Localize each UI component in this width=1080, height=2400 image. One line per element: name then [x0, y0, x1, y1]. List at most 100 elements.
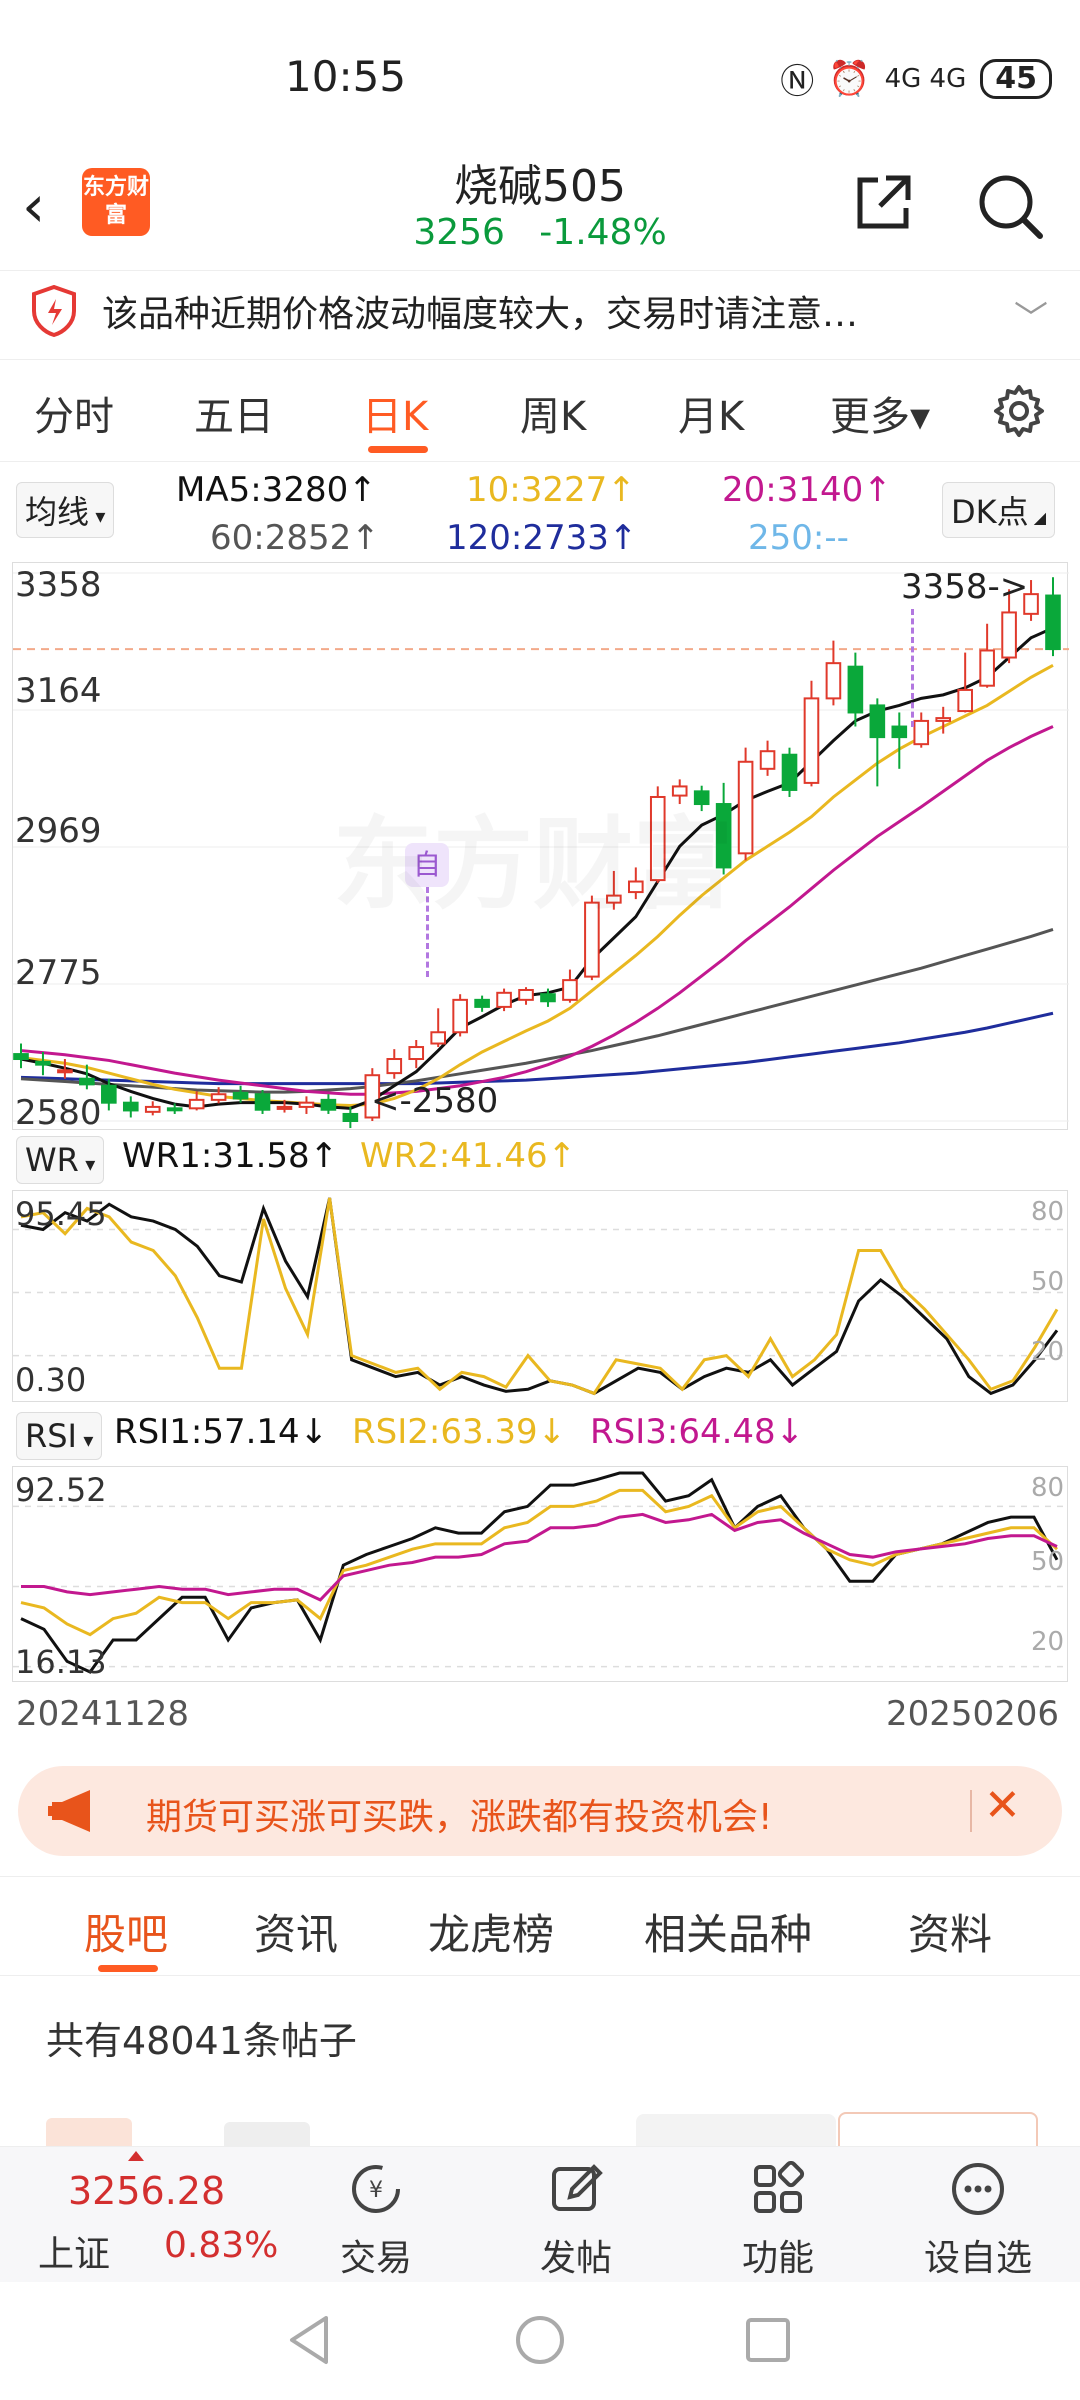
dk-point-button[interactable]: DK点 ◢ — [942, 482, 1056, 538]
index-ticker[interactable]: 3256.28 上证 0.83% — [0, 2147, 300, 2283]
alarm-icon: ⏰ — [828, 58, 871, 99]
kline-chart[interactable]: 3358 3164 2969 2775 2580 3358-> <-2580 自… — [12, 562, 1069, 1133]
trade-label: 交易 — [339, 2238, 412, 2279]
chevron-down-icon[interactable]: ﹀ — [1014, 299, 1048, 339]
candle-body — [803, 697, 820, 784]
tab-monthly-k[interactable]: 月K — [678, 394, 745, 440]
share-icon[interactable] — [850, 170, 916, 236]
ma20-label: 20:3140↑ — [722, 470, 892, 510]
ma-selector[interactable]: 均线 ▾ — [16, 482, 115, 538]
tab-more[interactable]: 更多▾ — [830, 394, 931, 440]
tab-news[interactable]: 资讯 — [254, 1910, 339, 1959]
promo-divider — [970, 1790, 972, 1832]
trade-button[interactable]: ¥ 交易 — [306, 2147, 446, 2281]
candle-body — [342, 1112, 359, 1123]
nav-home-icon[interactable] — [514, 2314, 566, 2366]
battery-icon: 45 — [980, 58, 1052, 99]
search-icon[interactable] — [974, 170, 1046, 242]
tab-related[interactable]: 相关品种 — [644, 1910, 813, 1959]
candle-body — [649, 795, 666, 882]
ma60-line — [20, 927, 1054, 1094]
promo-banner[interactable]: 期货可买涨可买跌，涨跌都有投资机会! ✕ — [18, 1766, 1062, 1856]
post-button[interactable]: 发帖 — [506, 2147, 646, 2281]
candle-body — [913, 719, 930, 746]
functions-label: 功能 — [741, 2238, 814, 2279]
content-tabs: 股吧 资讯 龙虎榜 相关品种 资料 — [0, 1876, 1080, 1976]
status-icons: Ⓝ ⏰ 4G 4G 45 — [780, 54, 1052, 103]
rsi-axis-label: 16.13 — [15, 1643, 107, 1681]
wr-grid-label: 50 — [1031, 1267, 1065, 1297]
price-change: -1.48% — [539, 212, 667, 253]
ma20-line — [20, 725, 1054, 1096]
candle-body — [759, 750, 776, 770]
candle-body — [825, 662, 842, 700]
functions-button[interactable]: 功能 — [708, 2147, 848, 2281]
tab-dragon-tiger[interactable]: 龙虎榜 — [428, 1910, 555, 1959]
nav-recents-icon[interactable] — [744, 2316, 792, 2364]
active-subtab-indicator — [98, 1965, 158, 1972]
event-marker[interactable]: 自 — [405, 843, 449, 887]
bottom-bar: 3256.28 上证 0.83% ¥ 交易 发帖 功能 设自选 — [0, 2146, 1080, 2282]
event-line — [911, 609, 914, 727]
tab-daily-k[interactable]: 日K — [362, 394, 429, 440]
candle-body — [276, 1105, 293, 1110]
candle-body — [891, 725, 908, 739]
k-axis-label: 2775 — [15, 953, 102, 993]
wr-legend: WR ▾ WR1:31.58↑ WR2:41.46↑ — [0, 1132, 1080, 1192]
shield-icon — [32, 285, 76, 337]
tab-intraday[interactable]: 分时 — [34, 394, 114, 440]
wr-svg — [13, 1197, 1069, 1396]
index-up-triangle — [128, 2151, 144, 2161]
candle-body — [847, 665, 864, 714]
rsi-chart[interactable]: 92.52 16.13 80 50 20 — [12, 1466, 1069, 1682]
candle-body — [254, 1093, 271, 1111]
ma5-label: MA5:3280↑ — [176, 470, 377, 510]
ma250-label: 250:-- — [748, 518, 849, 558]
candle-body — [364, 1074, 381, 1119]
back-icon[interactable]: ‹ — [22, 172, 46, 240]
candle-body — [430, 1031, 446, 1045]
rsi-legend: RSI ▾ RSI1:57.14↓ RSI2:63.39↓ RSI3:64.48… — [0, 1408, 1080, 1468]
k-axis-label: 2969 — [15, 811, 102, 851]
rsi-selector-label: RSI — [25, 1417, 77, 1455]
filter-chip — [224, 2122, 310, 2146]
rsi-svg — [13, 1471, 1069, 1674]
close-icon[interactable]: ✕ — [984, 1780, 1021, 1831]
wr-chart[interactable]: 95.45 0.30 80 50 20 — [12, 1190, 1069, 1402]
risk-warning[interactable]: 该品种近期价格波动幅度较大，交易时请注意… ﹀ — [0, 270, 1080, 360]
tab-weekly-k[interactable]: 周K — [520, 394, 587, 440]
watermark: 东方财富 — [333, 783, 733, 928]
candle-body — [935, 717, 952, 722]
status-time: 10:55 — [285, 52, 407, 101]
candle-body — [584, 901, 600, 978]
add-watchlist-button[interactable]: 设自选 — [908, 2147, 1048, 2281]
candle-body — [781, 753, 798, 791]
wr-axis-label: 95.45 — [15, 1195, 107, 1233]
tab-profile[interactable]: 资料 — [908, 1910, 993, 1959]
date-range: 20241128 20250206 — [0, 1690, 1080, 1740]
dk-point-label: DK点 — [951, 493, 1029, 531]
rsi1-label: RSI1:57.14↓ — [114, 1412, 329, 1452]
candle-body — [979, 649, 995, 687]
nav-back-icon[interactable] — [284, 2312, 332, 2368]
ma10-label: 10:3227↑ — [466, 470, 636, 510]
k-axis-label: 3358 — [15, 565, 102, 605]
candle-body — [35, 1060, 51, 1066]
candle-body — [693, 790, 710, 806]
candle-body — [1001, 611, 1017, 659]
index-price: 3256.28 — [68, 2169, 226, 2213]
candle-body — [122, 1101, 139, 1112]
rsi-grid-label: 80 — [1031, 1473, 1065, 1503]
tab-forum[interactable]: 股吧 — [84, 1910, 169, 1959]
candle-body — [13, 1053, 29, 1061]
tab-five-day[interactable]: 五日 — [194, 394, 274, 440]
rsi-selector[interactable]: RSI ▾ — [16, 1412, 103, 1460]
gear-icon[interactable] — [992, 384, 1046, 438]
min-price-label: <-2580 — [371, 1081, 499, 1121]
svg-text:¥: ¥ — [369, 2178, 383, 2203]
candle-body — [188, 1098, 205, 1110]
kline-svg — [13, 572, 1069, 1129]
index-change: 0.83% — [164, 2225, 279, 2266]
wr-selector[interactable]: WR ▾ — [16, 1136, 105, 1184]
rsi3-label: RSI3:64.48↓ — [590, 1412, 805, 1452]
